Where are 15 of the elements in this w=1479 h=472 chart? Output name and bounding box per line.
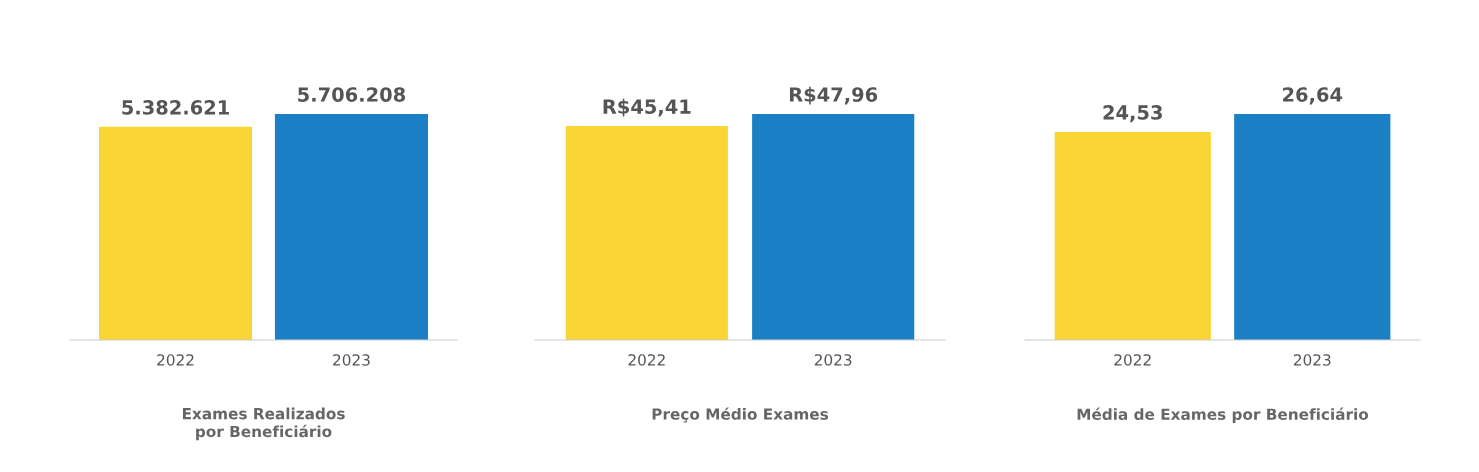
x-tick-label: 2023 bbox=[333, 354, 370, 366]
data-label: 5.706.208 bbox=[298, 87, 405, 102]
data-label: 24,53 bbox=[1103, 105, 1162, 123]
x-tick-label: 2023 bbox=[814, 354, 852, 366]
data-label: R$47,96 bbox=[789, 86, 878, 105]
x-tick-label: 2022 bbox=[157, 354, 194, 366]
x-tick-label: 2023 bbox=[1293, 354, 1331, 366]
data-label: 26,64 bbox=[1283, 87, 1343, 105]
x-tick-label: 2022 bbox=[628, 354, 665, 366]
data-label: 5.382.621 bbox=[122, 100, 229, 115]
data-label: R$45,41 bbox=[603, 98, 691, 117]
x-axis-title: Média de Exames por Beneficiário bbox=[1077, 407, 1369, 423]
x-tick-label: 2022 bbox=[1114, 354, 1151, 366]
x-axis-title: Exames Realizados por Beneficiário bbox=[182, 407, 345, 441]
x-axis-title: Preço Médio Exames bbox=[652, 407, 829, 423]
